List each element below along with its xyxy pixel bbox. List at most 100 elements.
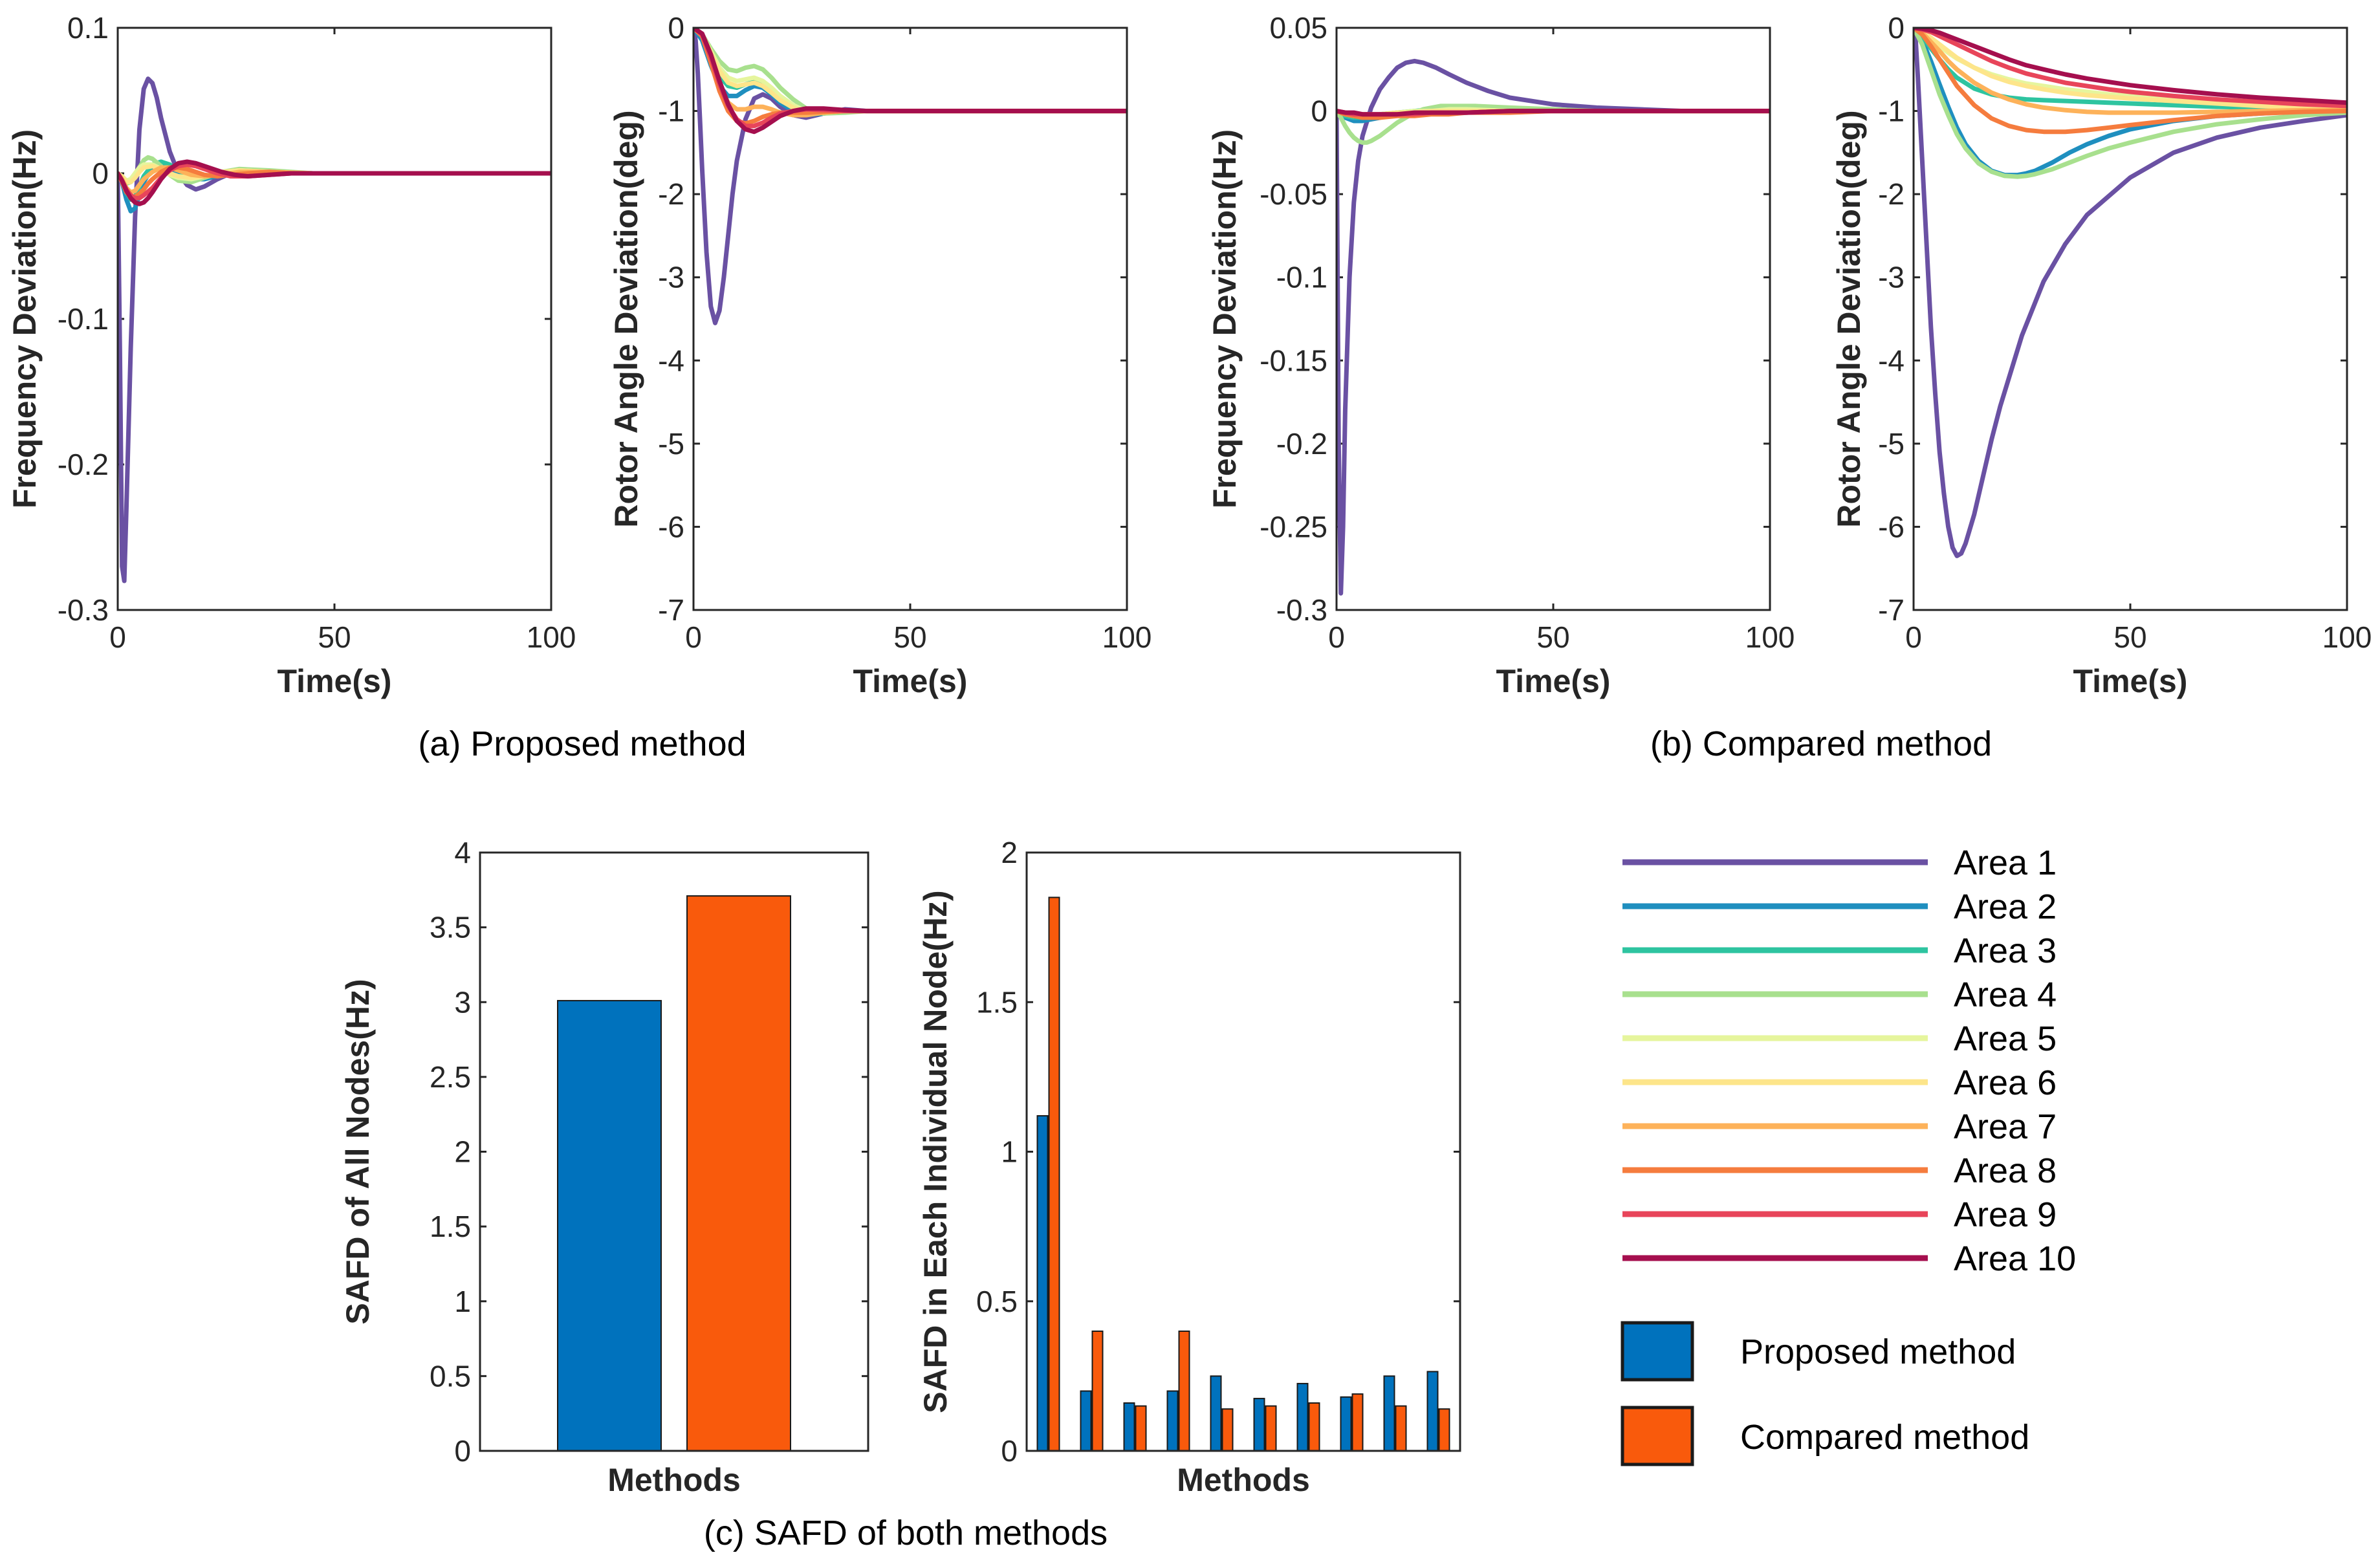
axes-frame-c1 <box>479 851 869 1452</box>
xtick-label-b2-1: 50 <box>2113 620 2146 654</box>
ytick-label-b2-4: -4 <box>1878 343 1905 377</box>
series-line-b2-area-1 <box>1914 28 2347 558</box>
series-line-b1-area-10 <box>1337 109 1770 117</box>
series-line-b2-area-6 <box>1914 28 2347 111</box>
ylabel-c2: SAFD in Each Individual Node(Hz) <box>917 890 954 1413</box>
legend-label-area-7: Area 7 <box>1954 1107 2057 1146</box>
ytick-label-c1-1: 0.5 <box>430 1359 471 1393</box>
series-group-a1 <box>118 76 551 583</box>
xtick-label-a2-2: 100 <box>1102 620 1152 654</box>
bar-c2-compared-area-2 <box>1091 1331 1104 1452</box>
ytick-label-b1-6: -0.25 <box>1260 510 1327 543</box>
bar-c2-proposed-area-2 <box>1080 1390 1092 1452</box>
legend-swatch-proposed <box>1621 1321 1694 1382</box>
chart-a2: 0 -1 -2 -3 -4 -5 -6 -7 Rotor Angle Deviation(deg… <box>608 11 1152 699</box>
ytick-label-b1-0: 0.05 <box>1269 11 1327 45</box>
axes-frame-a1 <box>116 27 552 611</box>
bar-c2-proposed-area-1 <box>1036 1115 1049 1452</box>
ytick-label-b1-7: -0.3 <box>1276 593 1327 627</box>
bar-c2-proposed-area-7 <box>1296 1382 1309 1452</box>
ytick-label-a2-5: -5 <box>658 427 684 461</box>
bar-c2-proposed-area-6 <box>1253 1398 1265 1452</box>
series-line-a1-area-10 <box>118 159 551 206</box>
bar-c2-compared-area-3 <box>1135 1405 1147 1452</box>
series-line-b1-area-1 <box>1337 58 1770 596</box>
bar-c2-proposed-area-8 <box>1340 1396 1352 1452</box>
xtick-label-a1-2: 100 <box>527 620 576 654</box>
plot-area-a1 <box>118 28 551 610</box>
bar-c1-1 <box>686 895 791 1452</box>
ytick-label-c2-0: 0 <box>1001 1434 1018 1468</box>
ytick-label-c2-4: 2 <box>1001 836 1018 869</box>
ytick-label-a2-3: -3 <box>658 261 684 294</box>
legend-label-compared: Compared method <box>1740 1418 2029 1457</box>
caption-c: (c) SAFD of both methods <box>704 1514 1108 1552</box>
series-group-b1 <box>1337 58 1770 596</box>
ytick-label-a2-4: -4 <box>658 343 684 377</box>
bar-c2-proposed-area-10 <box>1426 1371 1439 1452</box>
chart-panels: 0.1 0 -0.1 -0.2 -0.3 Frequency Deviation(Hz) T… <box>6 11 2372 1498</box>
bar-c2-compared-area-10 <box>1438 1408 1450 1452</box>
ylabel-b1: Frequency Deviation(Hz) <box>1206 129 1243 508</box>
ytick-label-b2-6: -6 <box>1878 510 1905 543</box>
ytick-label-a2-2: -2 <box>658 177 684 211</box>
legend-label-area-1: Area 1 <box>1954 843 2057 882</box>
axes-frame-b1 <box>1335 27 1771 611</box>
plot-area-a2 <box>693 28 1127 610</box>
series-line-b2-area-8 <box>1914 28 2347 135</box>
xtick-label-a1-0: 0 <box>109 620 126 654</box>
legend-label-area-10: Area 10 <box>1954 1239 2076 1278</box>
chart-b2: 0 -1 -2 -3 -4 -5 -6 -7 Rotor Angle Deviation(deg… <box>1831 11 2372 699</box>
xtick-label-b2-0: 0 <box>1905 620 1922 654</box>
series-line-b2-area-4 <box>1914 28 2347 179</box>
ytick-label-b1-2: -0.05 <box>1260 177 1327 211</box>
xtick-label-a2-0: 0 <box>685 620 702 654</box>
ytick-label-a2-7: -7 <box>658 593 684 627</box>
ytick-label-b1-4: -0.15 <box>1260 343 1327 377</box>
ylabel-b2: Rotor Angle Deviation(deg) <box>1831 110 1867 527</box>
xtick-label-a2-1: 50 <box>893 620 926 654</box>
caption-b: (b) Compared method <box>1650 724 1992 763</box>
axes-frame-c2 <box>1025 851 1461 1452</box>
plot-area-b1 <box>1337 28 1770 610</box>
series-line-b2-area-10 <box>1914 28 2347 105</box>
bar-c2-compared-area-1 <box>1048 897 1060 1452</box>
ytick-label-a2-1: -1 <box>658 94 684 128</box>
xtick-label-b1-2: 100 <box>1745 620 1795 654</box>
bar-c1-0 <box>557 999 662 1452</box>
ytick-label-b1-5: -0.2 <box>1276 427 1327 461</box>
axes-frame-a2 <box>692 27 1128 611</box>
series-line-a2-area-10 <box>693 28 1127 135</box>
ytick-label-b1-3: -0.1 <box>1276 261 1327 294</box>
ytick-label-b2-7: -7 <box>1878 593 1905 627</box>
legend-label-area-5: Area 5 <box>1954 1019 2057 1058</box>
chart-c1: 0 0.5 1 1.5 2 2.5 3 3.5 4 SAFD of All Nodes(Hz) Me… <box>340 836 869 1498</box>
ytick-label-a1-2: -0.1 <box>58 302 109 336</box>
ytick-label-b2-0: 0 <box>1888 11 1905 45</box>
ytick-label-c2-3: 1.5 <box>976 985 1018 1019</box>
bar-c2-proposed-area-5 <box>1210 1375 1222 1452</box>
series-line-b1-area-4 <box>1337 103 1770 145</box>
series-group-b2 <box>1914 28 2347 558</box>
ytick-label-c1-2: 1 <box>454 1285 471 1318</box>
bar-c2-proposed-area-4 <box>1166 1390 1179 1452</box>
bar-c2-compared-area-5 <box>1221 1408 1234 1452</box>
plot-area-c1 <box>480 853 868 1451</box>
legend-label-area-4: Area 4 <box>1954 975 2057 1014</box>
xtick-label-b1-1: 50 <box>1536 620 1569 654</box>
xtick-label-b1-0: 0 <box>1328 620 1345 654</box>
xtick-label-a1-1: 50 <box>318 620 351 654</box>
legend-label-area-6: Area 6 <box>1954 1063 2057 1102</box>
bar-c2-compared-area-4 <box>1178 1331 1190 1452</box>
xlabel-a2: Time(s) <box>853 663 968 699</box>
xlabel-b2: Time(s) <box>2073 663 2188 699</box>
ytick-label-a1-0: 0.1 <box>67 11 109 45</box>
legend-swatch-compared <box>1621 1406 1694 1466</box>
xtick-label-b2-2: 100 <box>2322 620 2372 654</box>
ytick-label-c2-2: 1 <box>1001 1135 1018 1169</box>
ytick-label-b2-5: -5 <box>1878 427 1905 461</box>
series-line-b2-area-7 <box>1914 28 2347 115</box>
series-group-a2 <box>693 28 1127 325</box>
ytick-label-c1-4: 2 <box>454 1135 471 1169</box>
xlabel-a1: Time(s) <box>278 663 392 699</box>
